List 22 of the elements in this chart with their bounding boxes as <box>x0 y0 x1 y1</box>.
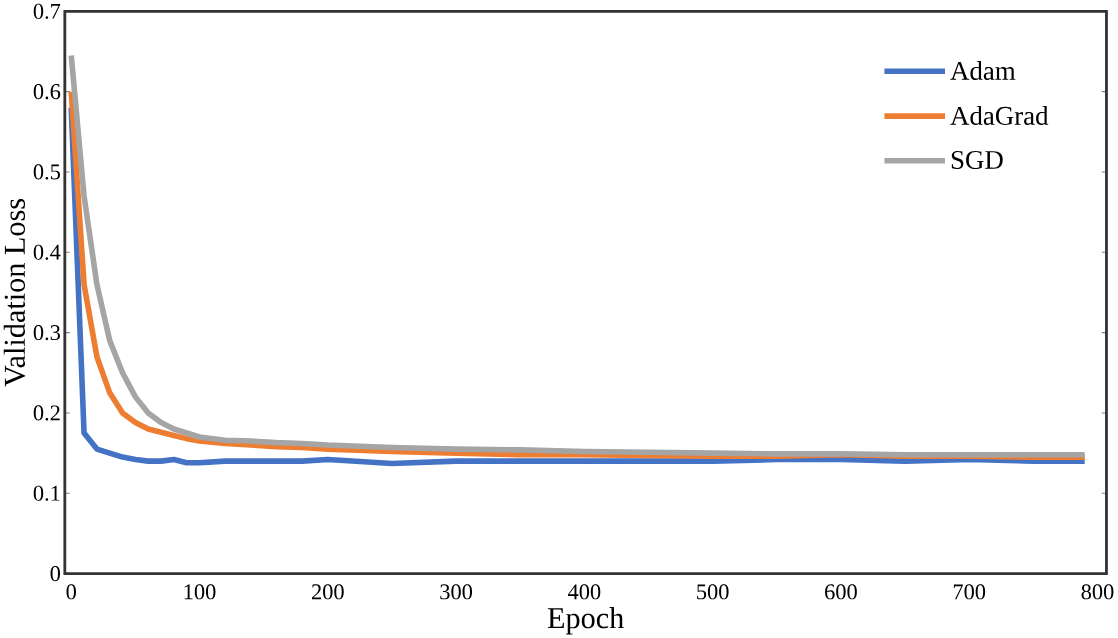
x-axis-title: Epoch <box>547 606 624 635</box>
x-tick-label: 500 <box>697 584 729 600</box>
y-tick-label: 0.5 <box>33 164 60 180</box>
x-tick-label: 300 <box>440 584 473 600</box>
x-tick-label: 800 <box>1081 584 1114 600</box>
y-tick-label: 0.4 <box>33 244 61 260</box>
y-tick-label: 0.3 <box>33 324 60 341</box>
x-tick-label: 0 <box>66 584 76 600</box>
legend-label: SGD <box>951 150 1003 169</box>
y-tick-label: 0.2 <box>33 405 60 421</box>
x-tick-label: 400 <box>568 584 601 600</box>
y-tick-label: 0.6 <box>33 83 61 100</box>
y-tick-label: 0.1 <box>33 485 60 501</box>
x-tick-label: 700 <box>953 584 986 600</box>
legend-label: Adam <box>950 60 1016 80</box>
x-tick-label: 200 <box>311 584 344 600</box>
legend-label: AdaGrad <box>950 105 1049 125</box>
x-tick-label: 100 <box>184 584 216 600</box>
x-tick-label: 600 <box>825 584 857 600</box>
y-axis-title: Validation Loss <box>3 198 26 387</box>
y-tick-label: 0.7 <box>33 3 61 19</box>
y-tick-label: 0 <box>50 565 61 582</box>
